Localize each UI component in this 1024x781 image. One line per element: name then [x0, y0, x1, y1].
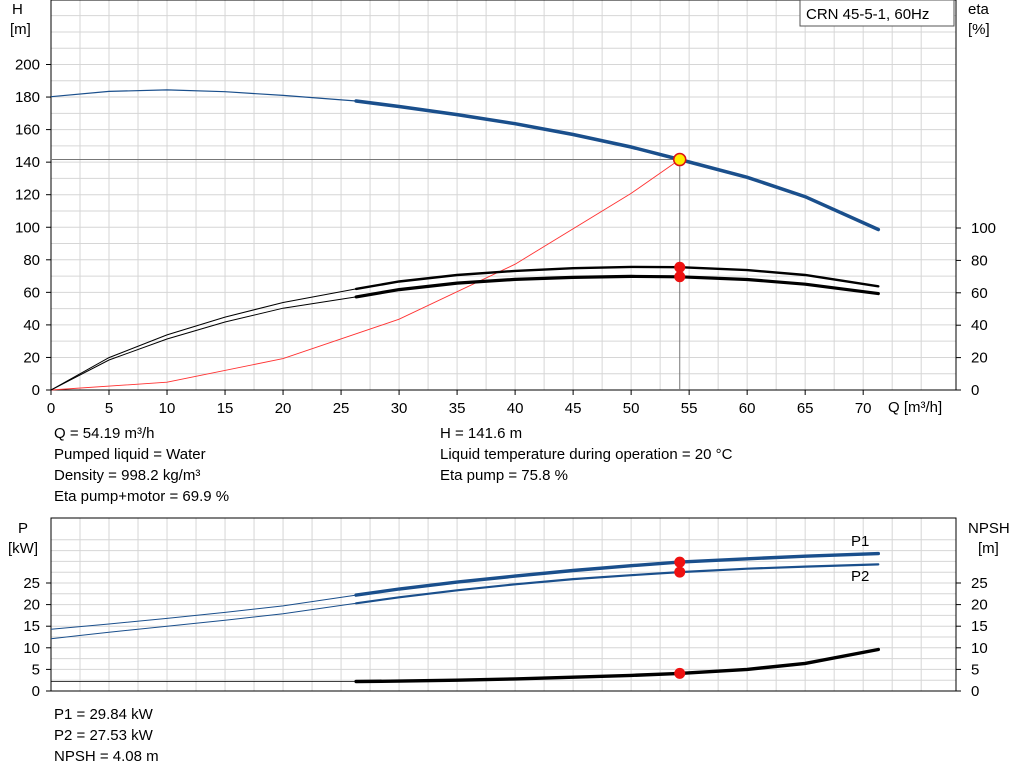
- npsh-tick-label: 5: [971, 661, 979, 678]
- eta-total-readout: Eta pump+motor = 69.9 %: [54, 488, 230, 505]
- npsh-tick-label: 0: [971, 683, 979, 700]
- npsh-tick-label: 10: [971, 640, 988, 657]
- npsh-axis-label: NPSH: [968, 520, 1010, 537]
- p2-curve: [355, 563, 880, 605]
- density-readout: Density = 998.2 kg/m³: [54, 467, 201, 484]
- p-tick-label: 25: [23, 575, 40, 592]
- head-curve: [354, 99, 881, 232]
- p-tick-label: 0: [32, 683, 40, 700]
- x-tick-label: 5: [105, 400, 113, 417]
- x-tick-label: 55: [681, 400, 698, 417]
- eta-total-curve: [354, 274, 880, 299]
- y-left-tick-label: 100: [15, 219, 40, 236]
- x-tick-label: 70: [855, 400, 872, 417]
- p2-series-label: P2: [851, 568, 869, 585]
- eta-pump-readout: Eta pump = 75.8 %: [440, 467, 568, 484]
- x-tick-label: 20: [275, 400, 292, 417]
- p2-curve-extrapolated: [50, 602, 357, 640]
- y-left-tick-label: 200: [15, 57, 40, 74]
- eta-pump-marker: [674, 261, 686, 273]
- p-axis-unit: [kW]: [8, 540, 38, 557]
- x-tick-label: 25: [333, 400, 350, 417]
- p2-marker: [674, 566, 686, 578]
- y-left-tick-label: 180: [15, 89, 40, 106]
- y-left-tick-label: 20: [23, 349, 40, 366]
- p1-series-label: P1: [851, 533, 869, 550]
- x-tick-label: 0: [47, 400, 55, 417]
- y-right-tick-label: 80: [971, 252, 988, 269]
- power-panel-grid: [50, 518, 956, 692]
- y-right-tick-label: 0: [971, 382, 979, 399]
- y-right-tick-label: 40: [971, 317, 988, 334]
- p1-curve-extrapolated: [50, 594, 357, 630]
- chart-title: CRN 45-5-1, 60Hz: [806, 6, 929, 23]
- x-tick-label: 15: [217, 400, 234, 417]
- npsh-curve: [354, 647, 880, 684]
- duty-point-marker: [672, 152, 687, 167]
- p2-readout: P2 = 27.53 kW: [54, 727, 153, 744]
- npsh-tick-label: 15: [971, 618, 988, 635]
- p-tick-label: 5: [32, 661, 40, 678]
- npsh-tick-label: 20: [971, 597, 988, 614]
- head-panel-grid: [50, 0, 956, 391]
- head-readout: H = 141.6 m: [440, 425, 523, 442]
- info-right-block: H = 141.6 m Liquid temperature during op…: [440, 423, 732, 486]
- flow-readout: Q = 54.19 m³/h: [54, 425, 155, 442]
- y-left-tick-label: 80: [23, 252, 40, 269]
- pumped-liquid-readout: Pumped liquid = Water: [54, 446, 206, 463]
- p-tick-label: 10: [23, 640, 40, 657]
- eta-axis-unit: [%]: [968, 21, 990, 38]
- p1-curve: [354, 551, 880, 597]
- x-tick-label: 10: [159, 400, 176, 417]
- y-left-tick-label: 140: [15, 154, 40, 171]
- x-tick-label: 45: [565, 400, 582, 417]
- npsh-axis-unit: [m]: [978, 540, 999, 557]
- title-box: [799, 0, 955, 27]
- x-axis-label: Q [m³/h]: [888, 399, 942, 416]
- eta-pump-curve: [354, 265, 880, 291]
- y-left-tick-label: 0: [32, 382, 40, 399]
- head-curve-extrapolated: [50, 89, 357, 102]
- eta-pump-curve-extrapolated: [50, 288, 357, 391]
- x-tick-label: 30: [391, 400, 408, 417]
- temperature-readout: Liquid temperature during operation = 20…: [440, 446, 733, 463]
- x-tick-label: 50: [623, 400, 640, 417]
- p-axis-label: P: [18, 520, 28, 537]
- y-left-tick-label: 40: [23, 317, 40, 334]
- x-tick-label: 60: [739, 400, 756, 417]
- y-right-tick-label: 60: [971, 285, 988, 302]
- p1-marker: [674, 556, 686, 568]
- npsh-readout: NPSH = 4.08 m: [54, 748, 159, 765]
- system-curve: [50, 159, 680, 391]
- y-right-tick-label: 100: [971, 220, 996, 237]
- p-tick-label: 15: [23, 618, 40, 635]
- y-right-tick-label: 20: [971, 350, 988, 367]
- p-tick-label: 20: [23, 597, 40, 614]
- p1-readout: P1 = 29.84 kW: [54, 706, 153, 723]
- h-axis-label: H: [12, 1, 23, 18]
- info-bottom-block: P1 = 29.84 kW P2 = 27.53 kW NPSH = 4.08 …: [54, 704, 159, 767]
- npsh-tick-label: 25: [971, 575, 988, 592]
- x-tick-label: 35: [449, 400, 466, 417]
- eta-total-marker: [674, 271, 686, 283]
- npsh-marker: [674, 667, 686, 679]
- y-left-tick-label: 120: [15, 187, 40, 204]
- eta-total-curve-extrapolated: [50, 296, 357, 391]
- y-left-tick-label: 60: [23, 284, 40, 301]
- eta-axis-label: eta: [968, 1, 990, 18]
- info-left-block: Q = 54.19 m³/h Pumped liquid = Water Den…: [54, 423, 229, 507]
- x-tick-label: 65: [797, 400, 814, 417]
- y-left-tick-label: 160: [15, 122, 40, 139]
- x-tick-label: 40: [507, 400, 524, 417]
- h-axis-unit: [m]: [10, 21, 31, 38]
